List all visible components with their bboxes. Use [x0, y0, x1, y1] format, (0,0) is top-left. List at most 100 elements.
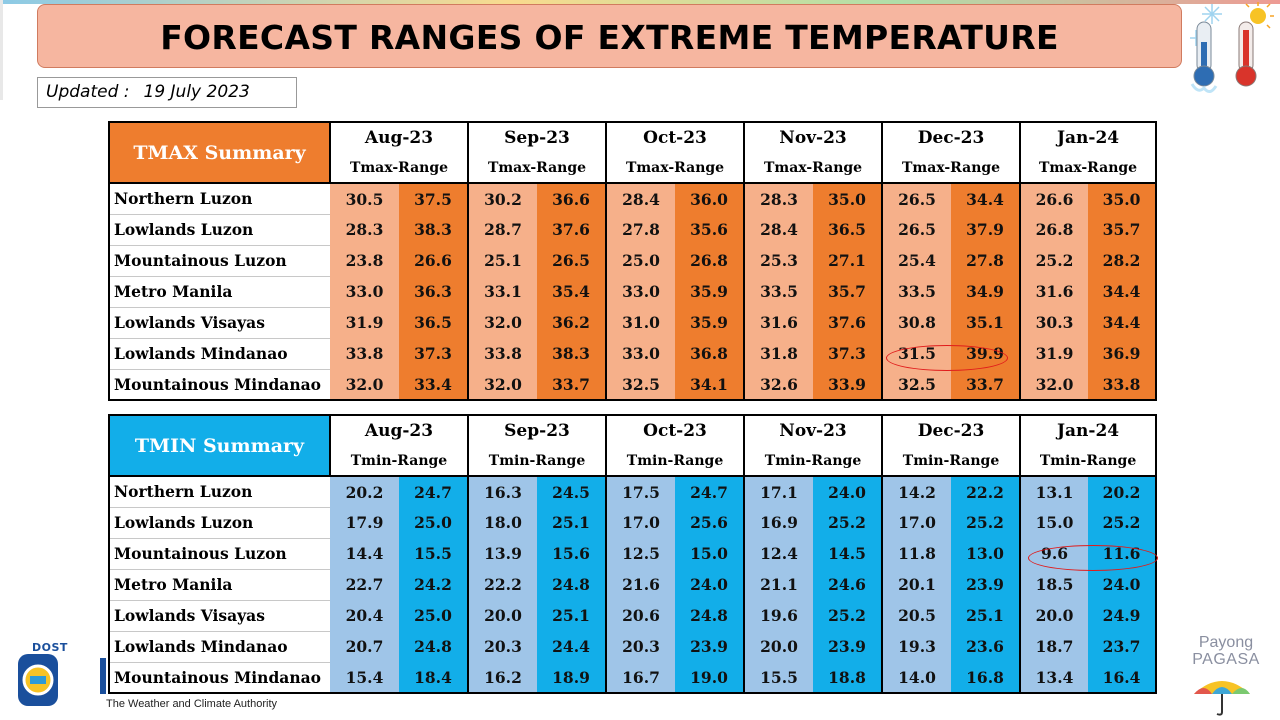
range-high-value: 24.4	[537, 631, 608, 662]
range-high-value: 18.4	[399, 662, 469, 694]
range-low-value: 33.0	[330, 276, 399, 307]
range-low-value: 18.5	[1020, 569, 1089, 600]
range-high-value: 37.6	[813, 307, 884, 338]
range-header: Tmax-Range	[329, 153, 469, 184]
range-low-value: 31.9	[1020, 338, 1089, 369]
range-high-value: 14.5	[813, 538, 884, 569]
range-low-value: 13.1	[1020, 476, 1089, 507]
range-low-value: 17.9	[330, 507, 399, 538]
brand-line-1: Payong	[1198, 634, 1254, 651]
region-label: Metro Manila	[108, 276, 330, 308]
range-high-value: 18.8	[813, 662, 884, 694]
range-low-value: 15.0	[1020, 507, 1089, 538]
table-row: Lowlands Mindanao 20.7 24.8 20.3 24.4 20.3 23.…	[108, 631, 1158, 663]
range-low-value: 33.0	[606, 276, 676, 307]
range-high-value: 25.2	[813, 600, 884, 631]
tmax-data-body: Northern Luzon 30.5 37.5 30.2 36.6 28.4 36.0 28…	[108, 183, 1158, 401]
range-high-value: 36.3	[399, 276, 469, 307]
table-row: Northern Luzon 20.2 24.7 16.3 24.5 17.5 24.7 17…	[108, 476, 1158, 508]
table-row: Northern Luzon 30.5 37.5 30.2 36.6 28.4 36.0 28…	[108, 183, 1158, 215]
range-low-value: 13.9	[468, 538, 537, 569]
month-header: Dec-23	[881, 414, 1022, 446]
range-low-value: 22.2	[468, 569, 537, 600]
range-header-row: Tmin-Range Tmin-Range Tmin-Range Tmin-Ra…	[109, 446, 1158, 477]
region-label: Metro Manila	[108, 569, 330, 601]
range-high-value: 23.7	[1088, 631, 1158, 662]
updated-date: 19 July 2023	[143, 82, 250, 102]
range-high-value: 25.2	[951, 507, 1022, 538]
range-low-value: 20.0	[744, 631, 814, 662]
range-low-value: 20.2	[330, 476, 399, 507]
region-label: Lowlands Mindanao	[108, 338, 330, 370]
range-high-value: 37.3	[399, 338, 469, 369]
range-header: Tmin-Range	[743, 446, 884, 477]
range-low-value: 12.5	[606, 538, 676, 569]
range-high-value: 34.4	[951, 183, 1022, 214]
range-high-value: 38.3	[537, 338, 608, 369]
range-high-value: 15.0	[675, 538, 746, 569]
range-high-value: 36.5	[399, 307, 469, 338]
range-high-value: 24.7	[399, 476, 469, 507]
range-high-value: 24.0	[675, 569, 746, 600]
dost-logo-icon	[18, 654, 106, 706]
month-header-row: TMIN Summary Aug-23 Sep-23 Oct-23 Nov-23…	[108, 414, 1158, 477]
range-low-value: 28.7	[468, 214, 537, 245]
table-row: Lowlands Luzon 17.9 25.0 18.0 25.1 17.0 25.6 16…	[108, 507, 1158, 539]
month-header: Oct-23	[605, 414, 746, 446]
table-row: Mountainous Mindanao 32.0 33.4 32.0 33.7 32.5…	[108, 369, 1158, 401]
range-header: Tmax-Range	[743, 153, 884, 184]
range-high-value: 36.6	[537, 183, 608, 214]
range-high-value: 36.8	[675, 338, 746, 369]
range-high-value: 36.2	[537, 307, 608, 338]
range-header: Tmin-Range	[605, 446, 746, 477]
range-high-value: 35.7	[1088, 214, 1158, 245]
range-high-value: 24.6	[813, 569, 884, 600]
range-low-value: 16.3	[468, 476, 537, 507]
range-high-value: 23.6	[951, 631, 1022, 662]
range-low-value: 31.8	[744, 338, 814, 369]
table-row: Lowlands Mindanao 33.8 37.3 33.8 38.3 33.0 36.…	[108, 338, 1158, 370]
range-high-value: 37.3	[813, 338, 884, 369]
range-low-value: 20.6	[606, 600, 676, 631]
range-low-value: 31.6	[744, 307, 814, 338]
range-high-value: 24.0	[1088, 569, 1158, 600]
range-high-value: 36.0	[675, 183, 746, 214]
range-low-value: 19.6	[744, 600, 814, 631]
range-high-value: 33.7	[537, 369, 608, 401]
region-label: Mountainous Luzon	[108, 245, 330, 277]
range-low-value: 33.5	[744, 276, 814, 307]
range-low-value: 30.3	[1020, 307, 1089, 338]
range-header: Tmax-Range	[466, 153, 608, 184]
dost-label: DOST	[32, 641, 68, 654]
region-label: Mountainous Mindanao	[108, 369, 330, 401]
range-high-value: 34.9	[951, 276, 1022, 307]
range-low-value: 21.6	[606, 569, 676, 600]
range-low-value: 17.0	[882, 507, 952, 538]
range-high-value: 25.2	[813, 507, 884, 538]
range-low-value: 14.0	[882, 662, 952, 694]
table-row: Mountainous Mindanao 15.4 18.4 16.2 18.9 16.7…	[108, 662, 1158, 694]
range-high-value: 20.2	[1088, 476, 1158, 507]
range-high-value: 23.9	[813, 631, 884, 662]
tmin-summary-header: TMIN Summary	[108, 414, 331, 477]
range-low-value: 33.0	[606, 338, 676, 369]
range-low-value: 14.4	[330, 538, 399, 569]
month-header: Jan-24	[1019, 121, 1158, 153]
range-low-value: 33.8	[468, 338, 537, 369]
highlight-circle-dec-lowlands-mindanao	[886, 345, 1008, 371]
umbrella-icon	[1194, 681, 1250, 716]
range-low-value: 31.6	[1020, 276, 1089, 307]
range-low-value: 12.4	[744, 538, 814, 569]
range-high-value: 22.2	[951, 476, 1022, 507]
range-low-value: 28.3	[330, 214, 399, 245]
range-low-value: 32.0	[468, 307, 537, 338]
range-header: Tmin-Range	[329, 446, 469, 477]
range-high-value: 24.8	[537, 569, 608, 600]
highlight-circle-jan-mountainous-luzon	[1028, 545, 1158, 571]
tmax-summary-table: TMAX Summary Aug-23 Sep-23 Oct-23 Nov-23…	[108, 121, 1158, 401]
month-header: Dec-23	[881, 121, 1022, 153]
range-high-value: 27.8	[951, 245, 1022, 276]
range-low-value: 20.5	[882, 600, 952, 631]
table-row: Lowlands Visayas 31.9 36.5 32.0 36.2 31.0 35.9…	[108, 307, 1158, 339]
range-high-value: 35.0	[1088, 183, 1158, 214]
